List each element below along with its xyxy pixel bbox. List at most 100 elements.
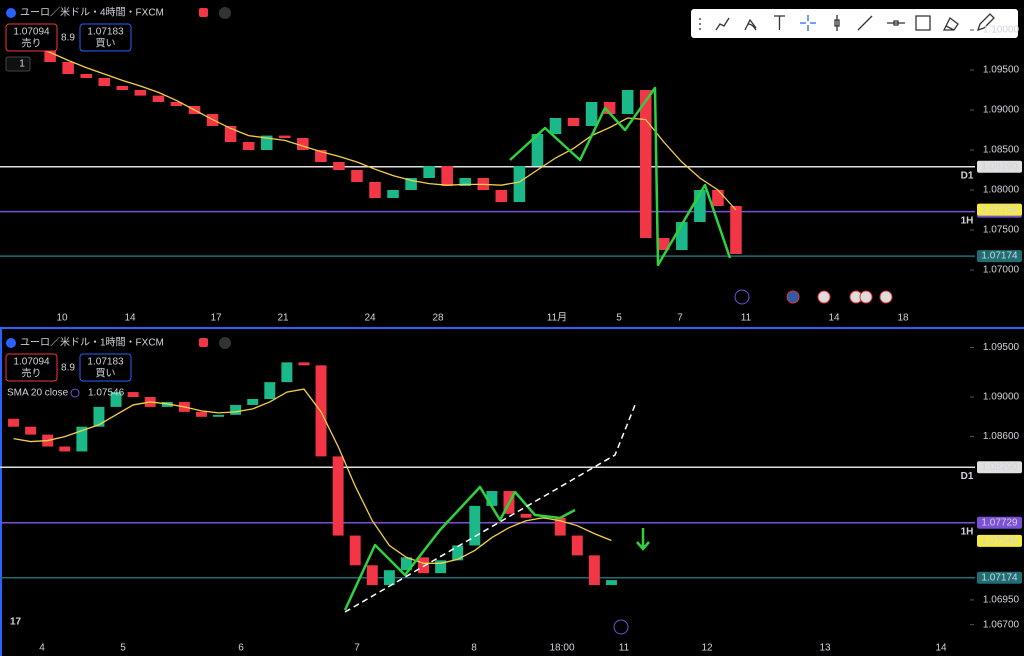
event-icon[interactable] — [879, 290, 893, 304]
buy-price: 1.07183 — [87, 27, 124, 38]
candle — [134, 90, 147, 96]
candle — [571, 535, 583, 556]
y-tick-label: 1.08500 — [983, 145, 1020, 156]
candle — [152, 95, 165, 102]
candle — [297, 138, 309, 150]
event-icon[interactable] — [859, 290, 873, 304]
price-box — [977, 250, 1022, 263]
hand-drawing — [509, 86, 732, 267]
alert-badge — [199, 8, 208, 17]
tool-hline[interactable] — [887, 20, 905, 26]
candle — [333, 162, 345, 170]
sell-button[interactable] — [5, 353, 58, 382]
buy-price: 1.07183 — [87, 357, 124, 368]
candle — [441, 166, 453, 186]
interval-text: 1 — [19, 59, 25, 70]
candle — [127, 392, 139, 398]
candle — [495, 190, 508, 202]
candle — [281, 362, 293, 383]
x-tick-label: 18 — [897, 313, 909, 324]
x-tick-label: 28 — [432, 313, 444, 324]
spread: 8.9 — [61, 33, 75, 44]
x-tick-label: 7 — [354, 643, 360, 654]
candle — [588, 555, 600, 586]
indicator-name: SMA 20 close — [7, 388, 69, 399]
x-tick-label: 14 — [828, 313, 840, 324]
symbol-icon — [6, 338, 16, 348]
price-box-label: 1.07174 — [981, 251, 1018, 262]
candle — [423, 166, 435, 178]
alert-badge — [199, 338, 208, 347]
menu-icon — [219, 337, 231, 349]
sell-label: 売り — [22, 37, 42, 50]
price-box — [977, 461, 1022, 474]
y-tick-label: 1.08000 — [983, 185, 1020, 196]
price-box-label: 1.08290 — [981, 161, 1018, 172]
candle — [25, 426, 37, 435]
sell-button[interactable] — [5, 23, 58, 52]
candle — [213, 414, 225, 417]
candle — [387, 190, 399, 198]
indicator-value: 1.07546 — [88, 388, 125, 399]
candle — [639, 90, 652, 238]
price-box-label: 1.07729 — [981, 517, 1018, 528]
candle — [605, 580, 617, 586]
x-tick-label: 4 — [39, 643, 45, 654]
level-tag: D1 — [961, 471, 974, 482]
tool-curve[interactable] — [744, 18, 757, 31]
sell-price: 1.07094 — [13, 357, 50, 368]
candle — [567, 118, 580, 126]
y-tick-label: 1.09500 — [983, 342, 1020, 353]
x-tick-label: 7 — [677, 313, 683, 324]
candle — [315, 150, 327, 162]
tool-brush[interactable] — [942, 17, 959, 31]
event-icon[interactable] — [613, 619, 629, 635]
x-tick-label: 6 — [238, 643, 244, 654]
event-icon[interactable] — [817, 290, 831, 304]
candle — [459, 178, 472, 186]
candle — [264, 382, 276, 399]
tool-pen[interactable] — [976, 13, 995, 32]
candle — [603, 102, 616, 114]
candle — [486, 491, 498, 506]
tool-rect[interactable] — [915, 15, 931, 31]
candle — [8, 418, 20, 427]
event-icon[interactable] — [734, 289, 750, 305]
candle — [260, 135, 273, 150]
chart-title: ユーロ／米ドル・1時間・FXCM — [20, 336, 164, 349]
y-tick-label: 1.09000 — [983, 105, 1020, 116]
y-tick-label: 1.06700 — [983, 619, 1020, 630]
buy-button[interactable] — [79, 23, 132, 52]
down-arrow — [636, 528, 650, 551]
buy-button[interactable] — [79, 353, 132, 382]
tool-text[interactable] — [774, 15, 785, 30]
sell-label: 売り — [22, 367, 42, 380]
sell-price: 1.07094 — [13, 27, 50, 38]
tool-line[interactable] — [857, 15, 873, 31]
candle — [730, 206, 742, 254]
tool-crosshair[interactable] — [800, 15, 816, 31]
candle — [712, 190, 724, 206]
toolbar-bg — [691, 9, 1018, 38]
chart-panel: 1.09500 1.09000 1.08600 1.06950 1.06700 4 5 6 7 8… — [0, 336, 1022, 654]
x-tick-label: 11月 — [547, 312, 567, 324]
y-tick-label: 1.06950 — [983, 595, 1020, 606]
sma-price-label: 1.07754 — [981, 204, 1018, 215]
sma-price-label: 1.07546 — [981, 536, 1018, 547]
x-tick-label: 18:00 — [549, 643, 574, 654]
tool-trend[interactable] — [715, 17, 730, 31]
price-box — [977, 516, 1022, 529]
candle — [44, 50, 56, 62]
candle — [224, 126, 237, 142]
tool-vline[interactable] — [834, 15, 840, 31]
y-tick-label: 1.09000 — [983, 392, 1020, 403]
candle — [469, 505, 481, 546]
buy-label: 買い — [96, 38, 116, 50]
event-icon[interactable] — [786, 290, 800, 304]
candle — [621, 90, 634, 114]
spread: 8.9 — [61, 363, 75, 374]
x-tick-label: 14 — [124, 313, 136, 324]
chart-title: ユーロ／米ドル・4時間・FXCM — [20, 6, 164, 19]
candle — [62, 62, 74, 74]
candle — [230, 404, 242, 415]
